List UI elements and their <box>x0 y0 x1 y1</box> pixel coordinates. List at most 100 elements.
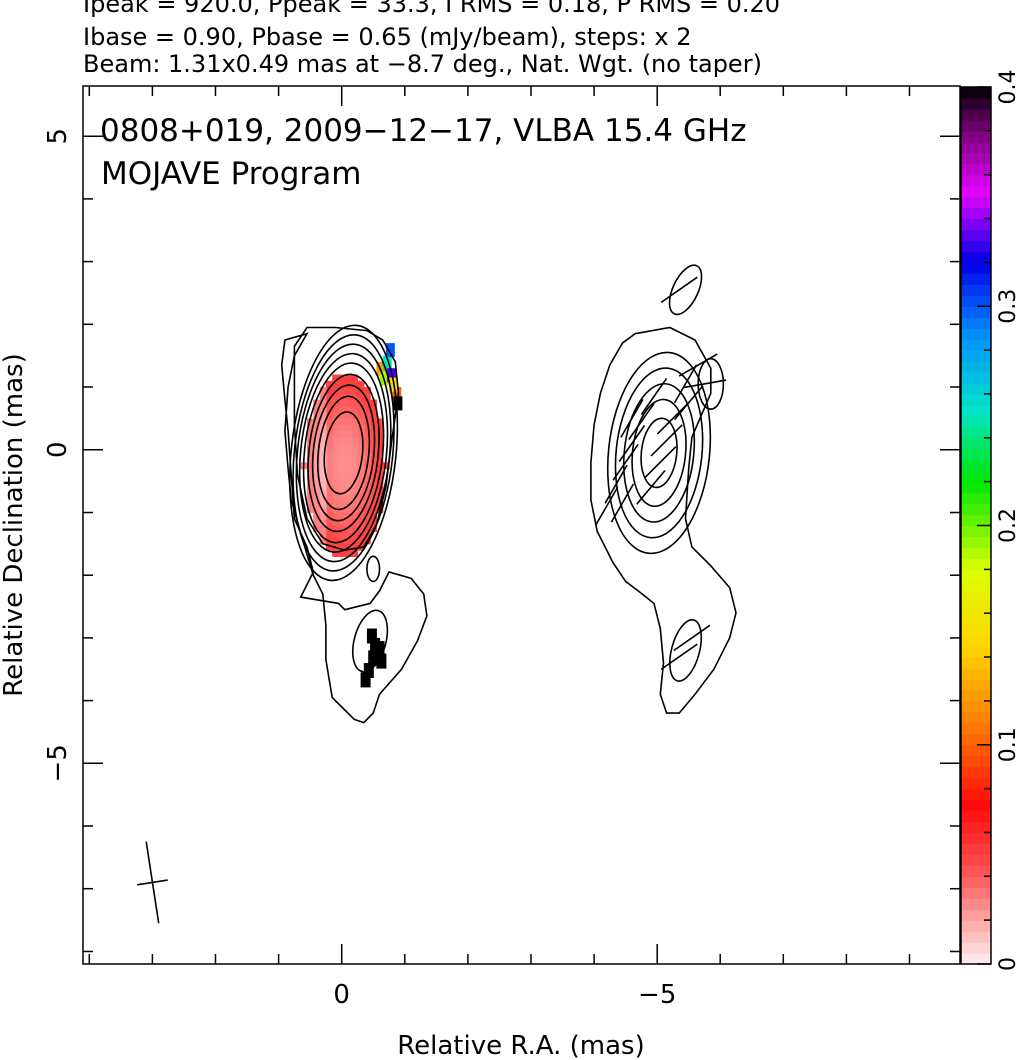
colorbar-segment <box>961 273 991 285</box>
x-tick-label: −5 <box>638 980 676 1010</box>
fracpol-pixel <box>325 380 333 388</box>
fracpol-edge-pixel <box>382 355 392 370</box>
fracpol-pixel <box>325 487 333 495</box>
colorbar-segment <box>961 854 991 866</box>
colorbar-segment <box>961 613 991 625</box>
right-core-contour <box>614 367 704 539</box>
evpa-vector <box>644 446 677 479</box>
fracpol-pixel <box>344 437 352 445</box>
fracpol-pixel <box>325 449 333 457</box>
fracpol-pixel <box>363 387 371 394</box>
fracpol-pixel <box>344 537 352 545</box>
fracpol-pixel <box>344 512 352 520</box>
fracpol-pixel <box>332 418 340 426</box>
fracpol-pixel <box>344 449 352 457</box>
total-intensity-contour <box>292 334 395 572</box>
fracpol-pixel <box>332 487 340 495</box>
fracpol-pixel <box>376 443 384 451</box>
colorbar-segment <box>961 744 991 757</box>
colorbar-segment <box>961 733 991 746</box>
right-core-contour <box>640 417 678 489</box>
fracpol-pixel <box>344 374 352 382</box>
evpa-vector <box>640 377 668 415</box>
fracpol-knot-pixel <box>376 653 387 669</box>
fracpol-pixel <box>370 499 377 507</box>
fracpol-pixel <box>370 487 377 495</box>
fracpol-pixel <box>370 512 377 520</box>
colorbar-segment <box>961 931 991 943</box>
fracpol-pixel <box>376 449 384 457</box>
fracpol-pixel <box>325 531 333 539</box>
fracpol-pixel <box>344 456 352 463</box>
fracpol-edge-pixel <box>385 343 395 358</box>
fracpol-pixel <box>338 399 346 407</box>
colorbar-segment <box>961 624 991 636</box>
fracpol-pixel <box>338 462 346 470</box>
fracpol-pixel <box>344 443 352 451</box>
fracpol-pixel <box>363 430 371 438</box>
evpa-vector <box>673 624 711 652</box>
fracpol-pixel <box>363 468 371 476</box>
evpa-vector <box>650 424 683 457</box>
fracpol-pixel <box>357 474 365 482</box>
fracpol-pixel <box>332 462 340 470</box>
colorbar-segment <box>961 470 991 483</box>
fracpol-pixel <box>319 399 327 407</box>
fracpol-pixel <box>319 443 327 451</box>
fracpol-pixel <box>325 456 333 463</box>
colorbar-segment <box>961 361 991 373</box>
fracpol-pixel <box>357 443 365 451</box>
colorbar-segment <box>961 306 991 318</box>
fracpol-pixel <box>370 474 377 482</box>
colorbar-segment <box>961 777 991 790</box>
fracpol-pixel <box>332 531 340 539</box>
fracpol-pixel <box>363 399 371 407</box>
fracpol-pixel <box>370 405 377 413</box>
colorbar-segment <box>961 448 991 461</box>
colorbar-segment <box>961 185 991 198</box>
colorbar-segment <box>961 328 991 340</box>
fracpol-pixel <box>325 543 333 551</box>
colorbar-segment <box>961 646 991 658</box>
fracpol-pixel <box>325 474 333 482</box>
fracpol-pixel <box>338 537 346 545</box>
colorbar-ticks <box>977 86 991 965</box>
beam-minor-axis <box>136 879 168 886</box>
fracpol-pixel <box>370 412 377 419</box>
fracpol-pixel <box>363 487 371 495</box>
right-northern-contour <box>668 264 703 316</box>
fracpol-pixel <box>319 506 327 514</box>
fracpol-pixel <box>351 424 358 432</box>
fracpol-pixel <box>357 430 365 438</box>
evpa-vector <box>678 353 718 377</box>
colorbar-segment <box>961 635 991 647</box>
colorbar-label: 0.2 <box>996 508 1021 543</box>
colorbar-segment <box>961 372 991 384</box>
right-outer-contour <box>590 326 737 714</box>
colorbar-segment <box>961 295 991 307</box>
colorbar-label: 0.1 <box>996 727 1021 762</box>
colorbar-segment <box>961 152 991 165</box>
fracpol-pixel <box>319 512 327 520</box>
x-axis-label: Relative R.A. (mas) <box>397 1031 644 1060</box>
fracpol-pixel <box>370 399 377 407</box>
header-line-1: Ipeak = 920.0, Ppeak = 33.3, I RMS = 0.1… <box>83 0 781 18</box>
total-intensity-contour <box>323 411 364 495</box>
colorbar-segment <box>961 953 991 965</box>
fracpol-pixel <box>313 462 321 470</box>
fracpol-pixel <box>363 393 371 401</box>
colorbar-segment <box>961 722 991 735</box>
total-intensity-contour <box>307 373 380 533</box>
colorbar-segment <box>961 788 991 801</box>
fracpol-pixel <box>338 525 346 532</box>
fracpol-pixel <box>313 468 321 476</box>
fracpol-pixel <box>351 456 358 463</box>
fracpol-pixel <box>357 487 365 495</box>
fracpol-pixel <box>325 405 333 413</box>
fracpol-pixel <box>357 506 365 514</box>
beam-marker <box>136 841 168 924</box>
fracpol-pixel <box>376 481 384 488</box>
fracpol-pixel <box>319 525 327 532</box>
fracpol-pixel <box>351 531 358 539</box>
fracpol-pixel <box>319 449 327 457</box>
